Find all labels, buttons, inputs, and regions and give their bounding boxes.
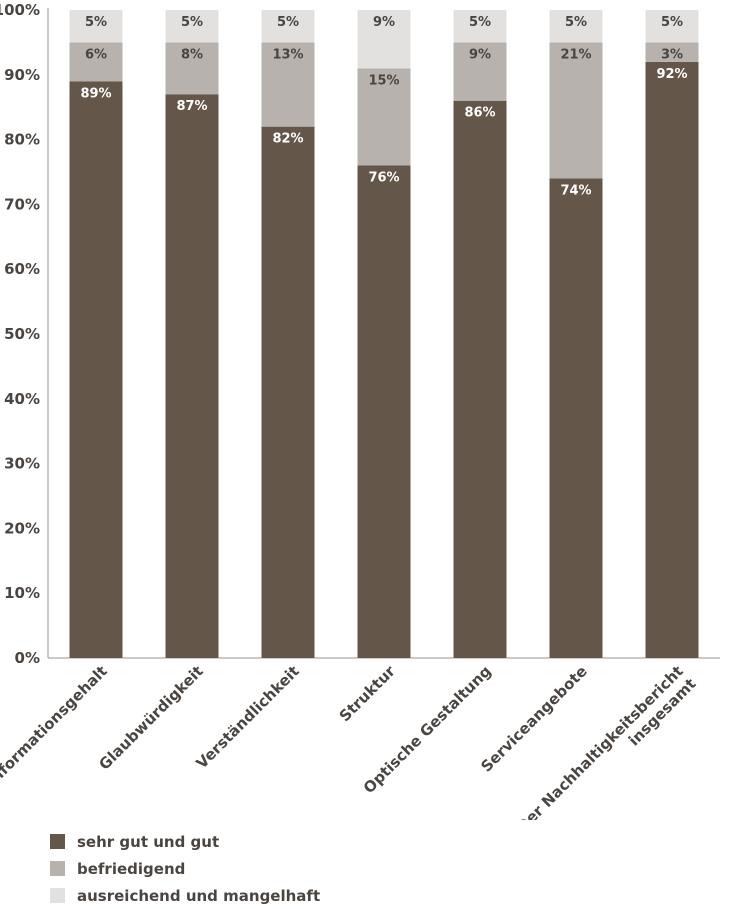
legend-label: ausreichend und mangelhaft [77, 886, 321, 905]
bar-segment [357, 68, 411, 166]
legend-item-befriedigend: befriedigend [50, 855, 320, 882]
y-tick-label: 70% [4, 195, 40, 213]
bar-segment [645, 42, 699, 62]
bar-segment [357, 10, 411, 69]
data-label: 13% [272, 47, 303, 62]
x-category-label-line: Verständlichkeit [193, 662, 303, 772]
legend-label: befriedigend [77, 859, 186, 878]
data-label: 5% [181, 15, 203, 30]
legend: sehr gut und gut befriedigend ausreichen… [50, 828, 320, 909]
data-label: 5% [469, 15, 491, 30]
data-label: 9% [469, 47, 491, 62]
y-tick-label: 20% [4, 519, 40, 537]
y-tick-label: 0% [15, 649, 40, 667]
x-category-label-line: Struktur [336, 662, 400, 726]
x-category-label-line: Glaubwürdigkeit [95, 662, 206, 773]
y-tick-label: 90% [4, 66, 40, 84]
data-label: 87% [176, 99, 207, 114]
bar-segment [261, 126, 315, 658]
data-label: 15% [368, 73, 399, 88]
data-label: 3% [661, 47, 683, 62]
data-label: 86% [464, 106, 495, 121]
legend-swatch [50, 861, 65, 876]
bar-segment [261, 10, 315, 43]
y-tick-label: 80% [4, 131, 40, 149]
x-category-label-line: Serviceangebote [477, 662, 590, 775]
legend-item-ausreichend-und-mangelhaft: ausreichend und mangelhaft [50, 882, 320, 909]
data-label: 9% [373, 15, 395, 30]
data-label: 89% [80, 86, 111, 101]
data-label: 5% [565, 15, 587, 30]
bar-segment [165, 42, 219, 95]
bar-segment [549, 10, 603, 43]
x-category-label-line: Der Nachhaltigkeitsbericht [513, 662, 687, 820]
stacked-bar-chart: 0% 10% 20% 30% 40% 50% 60% 70% 80% 90% 100% 89% 6% 5%… [0, 1, 720, 820]
data-label: 5% [85, 15, 107, 30]
bar-segment [453, 10, 507, 43]
bar-segment [165, 10, 219, 43]
bar-segment [69, 81, 123, 658]
x-category-label-line: Informationsgehalt [0, 662, 111, 790]
bar-segment [549, 178, 603, 659]
legend-label: sehr gut und gut [77, 832, 220, 851]
bar-segment [261, 42, 315, 127]
data-label: 6% [85, 47, 107, 62]
legend-item-sehr-gut-und-gut: sehr gut und gut [50, 828, 320, 855]
bar-segment [453, 100, 507, 659]
bar-segment [453, 42, 507, 101]
data-label: 8% [181, 47, 203, 62]
y-tick-label: 100% [0, 1, 40, 19]
data-label: 74% [560, 183, 591, 198]
bar-segment [357, 165, 411, 658]
y-tick-label: 50% [4, 325, 40, 343]
x-category-label: Verständlichkeit [193, 662, 303, 772]
data-label: 92% [656, 67, 687, 82]
y-tick-label: 60% [4, 260, 40, 278]
x-category-label: Struktur [336, 662, 400, 726]
bar-segment [165, 94, 219, 659]
data-label: 5% [661, 15, 683, 30]
y-tick-label: 40% [4, 390, 40, 408]
bar-segment [645, 61, 699, 658]
y-tick-label: 10% [4, 584, 40, 602]
data-label: 76% [368, 171, 399, 186]
bar-segment [549, 42, 603, 179]
bar-segment [645, 10, 699, 43]
x-category-label: Glaubwürdigkeit [95, 662, 206, 773]
data-label: 21% [560, 47, 591, 62]
x-category-label: Informationsgehalt [0, 662, 111, 790]
bar-segment [69, 42, 123, 82]
data-label: 82% [272, 132, 303, 147]
legend-swatch [50, 834, 65, 849]
y-tick-label: 30% [4, 455, 40, 473]
data-label: 5% [277, 15, 299, 30]
x-category-label: Der Nachhaltigkeitsberichtinsgesamt [513, 662, 699, 820]
bar-segment [69, 10, 123, 43]
legend-swatch [50, 888, 65, 903]
x-category-label: Serviceangebote [477, 662, 590, 775]
